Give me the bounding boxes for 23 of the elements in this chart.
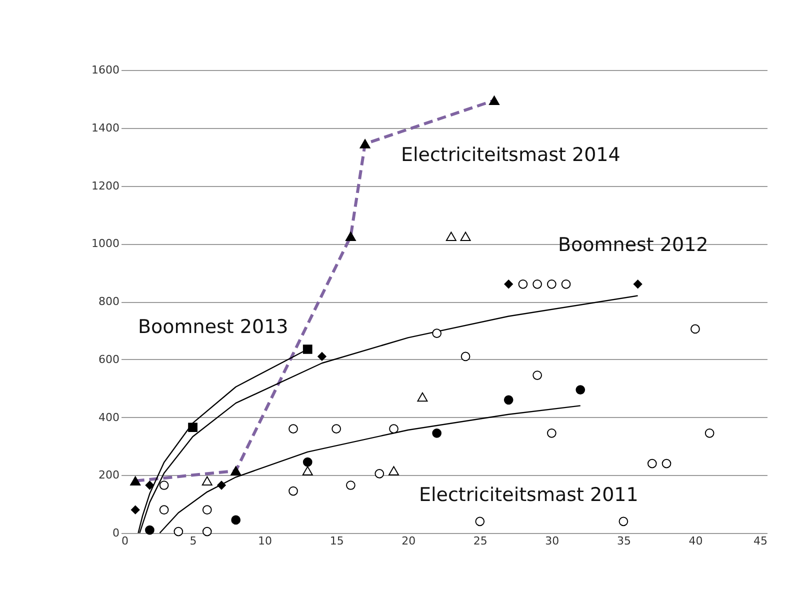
x-tick-label: 15 [330,534,344,548]
y-tick-label: 1000 [92,237,120,250]
y-tick-label: 800 [98,295,120,308]
y-tick-label: 1400 [92,121,120,134]
x-tick-label: 45 [754,534,768,548]
annotation: Electriciteitsmast 2011 [419,484,638,506]
y-tick-label: 0 [112,526,120,540]
y-tick-label: 1200 [92,179,120,192]
y-tick-label: 600 [98,352,120,366]
x-tick-label: 35 [616,534,631,548]
annotation: Boomnest 2013 [138,316,288,338]
y-tick-label: 200 [98,468,120,482]
annotation: Electriciteitsmast 2014 [401,144,620,166]
x-tick-label: 5 [190,534,197,548]
annotation: Boomnest 2012 [558,234,708,256]
x-tick-label: 40 [688,534,703,548]
x-tick-label: 25 [473,534,488,548]
x-tick-label: 0 [122,534,128,548]
x-tick-label: 20 [402,534,416,548]
y-tick-label: 400 [98,410,120,424]
x-tick-label: 30 [545,534,560,548]
y-tick-label: 1600 [92,64,120,76]
x-tick-label: 10 [258,534,272,548]
